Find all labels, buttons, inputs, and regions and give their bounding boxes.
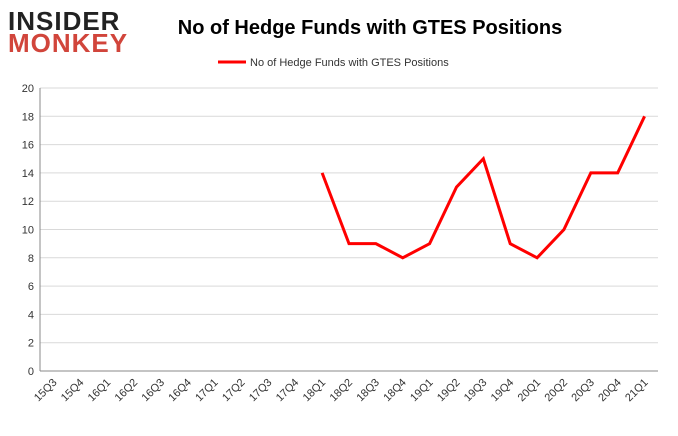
- x-tick-label: 18Q4: [381, 377, 409, 405]
- x-tick-label: 19Q3: [462, 377, 490, 405]
- y-tick-label: 18: [22, 111, 34, 123]
- x-tick-label: 18Q2: [328, 377, 356, 405]
- legend-label: No of Hedge Funds with GTES Positions: [250, 57, 449, 69]
- y-tick-label: 8: [28, 253, 34, 265]
- x-tick-label: 15Q3: [32, 377, 60, 405]
- x-tick-label: 21Q1: [623, 377, 651, 405]
- y-tick-label: 4: [28, 309, 34, 321]
- x-tick-label: 19Q2: [435, 377, 463, 405]
- x-tick-label: 17Q1: [193, 377, 221, 405]
- x-tick-label: 16Q4: [166, 377, 194, 405]
- y-tick-label: 12: [22, 196, 34, 208]
- y-tick-label: 6: [28, 281, 34, 293]
- y-tick-label: 16: [22, 140, 34, 152]
- x-tick-label: 20Q1: [516, 377, 544, 405]
- logo-line2: MONKEY: [8, 28, 128, 58]
- x-tick-label: 18Q1: [301, 377, 329, 405]
- x-tick-label: 15Q4: [59, 377, 87, 405]
- x-tick-label: 16Q3: [140, 377, 168, 405]
- data-line: [320, 115, 646, 260]
- x-tick-label: 20Q4: [596, 377, 624, 405]
- y-tick-label: 2: [28, 338, 34, 350]
- y-tick-label: 10: [22, 225, 34, 237]
- x-tick-label: 17Q4: [274, 377, 302, 405]
- logo-line1: INSIDER: [8, 6, 120, 36]
- x-tick-label: 18Q3: [354, 377, 382, 405]
- x-tick-label: 16Q1: [86, 377, 114, 405]
- x-tick-label: 16Q2: [113, 377, 141, 405]
- x-tick-label: 20Q3: [569, 377, 597, 405]
- x-tick-label: 20Q2: [543, 377, 571, 405]
- x-tick-label: 19Q1: [408, 377, 436, 405]
- y-tick-label: 14: [22, 168, 34, 180]
- x-tick-label: 17Q2: [220, 377, 248, 405]
- x-tick-label: 17Q3: [247, 377, 275, 405]
- chart-title: No of Hedge Funds with GTES Positions: [178, 17, 562, 39]
- y-tick-label: 20: [22, 83, 34, 95]
- y-tick-label: 0: [28, 366, 34, 378]
- x-tick-label: 19Q4: [489, 377, 517, 405]
